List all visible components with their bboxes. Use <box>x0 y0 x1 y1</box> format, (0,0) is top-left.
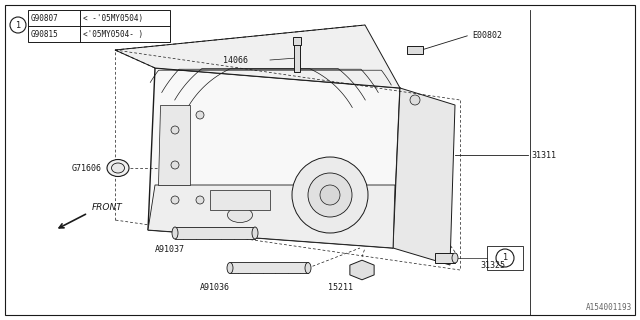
Polygon shape <box>115 25 400 88</box>
Text: 31325: 31325 <box>480 260 505 269</box>
Text: 31311: 31311 <box>531 150 556 159</box>
Circle shape <box>410 95 420 105</box>
Bar <box>175 227 255 239</box>
Bar <box>210 190 270 210</box>
Ellipse shape <box>305 262 311 274</box>
Circle shape <box>171 161 179 169</box>
Polygon shape <box>393 88 455 265</box>
Ellipse shape <box>111 163 125 173</box>
Polygon shape <box>148 185 395 248</box>
Text: 14066: 14066 <box>223 55 248 65</box>
Text: A91036: A91036 <box>200 283 230 292</box>
Text: G90807: G90807 <box>31 14 59 23</box>
Polygon shape <box>350 260 374 280</box>
Text: <'05MY0504- ): <'05MY0504- ) <box>83 30 143 39</box>
Bar <box>230 262 308 273</box>
Polygon shape <box>158 105 190 185</box>
Circle shape <box>292 157 368 233</box>
Circle shape <box>171 196 179 204</box>
Bar <box>407 46 423 54</box>
Ellipse shape <box>252 227 258 239</box>
Ellipse shape <box>227 207 253 222</box>
Ellipse shape <box>107 159 129 177</box>
Circle shape <box>320 185 340 205</box>
Circle shape <box>196 196 204 204</box>
Text: G90815: G90815 <box>31 30 59 39</box>
Bar <box>435 253 455 263</box>
Text: G71606: G71606 <box>72 164 102 172</box>
Ellipse shape <box>452 253 458 263</box>
Text: E00802: E00802 <box>472 30 502 39</box>
Text: 15211: 15211 <box>328 283 353 292</box>
Ellipse shape <box>227 262 233 274</box>
Bar <box>293 37 301 45</box>
Text: A154001193: A154001193 <box>586 303 632 312</box>
Ellipse shape <box>172 227 178 239</box>
Circle shape <box>171 126 179 134</box>
Circle shape <box>308 173 352 217</box>
Text: 1: 1 <box>15 20 20 29</box>
Text: FRONT: FRONT <box>92 204 123 212</box>
Bar <box>294 40 300 72</box>
Text: < -'05MY0504): < -'05MY0504) <box>83 14 143 23</box>
Polygon shape <box>148 68 400 248</box>
Text: A91037: A91037 <box>155 245 185 254</box>
Text: 1: 1 <box>502 253 508 262</box>
Circle shape <box>196 111 204 119</box>
Bar <box>487 246 523 270</box>
Bar <box>28 10 170 42</box>
